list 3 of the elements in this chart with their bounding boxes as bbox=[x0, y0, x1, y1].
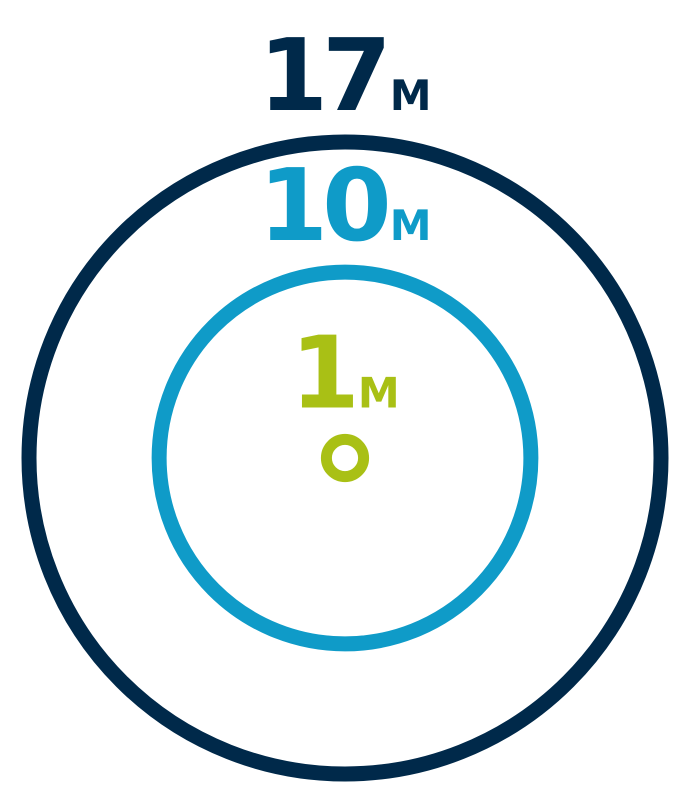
data-label: 17M bbox=[258, 17, 432, 134]
data-label: 10M bbox=[258, 147, 432, 264]
data-label: 1M bbox=[290, 314, 400, 432]
